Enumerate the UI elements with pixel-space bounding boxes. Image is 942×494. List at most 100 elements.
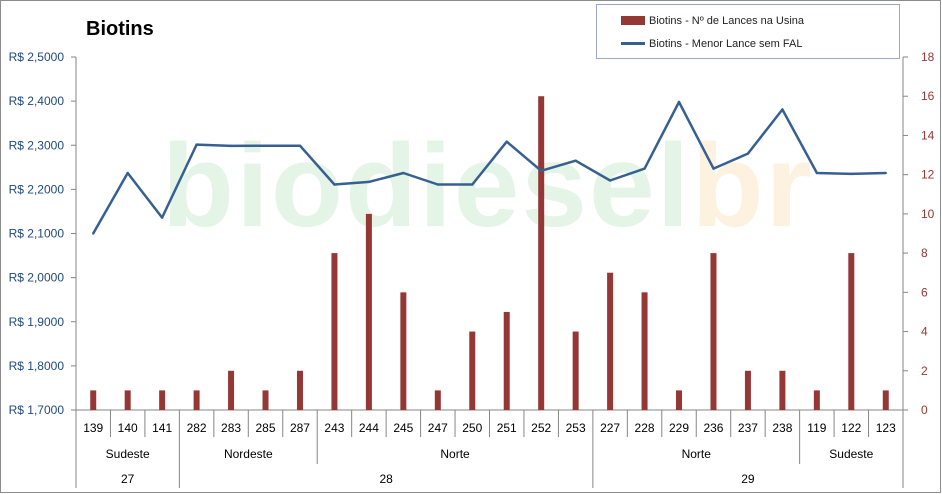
group-level2-label: 28 (379, 472, 393, 486)
line-point (781, 108, 784, 111)
category-label: 252 (531, 421, 551, 435)
left-tick-label: R$ 2,4000 (9, 94, 65, 108)
line-point (92, 232, 95, 235)
right-tick-label: 18 (921, 50, 935, 64)
line-point (746, 152, 750, 155)
category-label: 229 (669, 421, 689, 435)
line-point (643, 167, 646, 170)
chart-title: Biotins (86, 18, 154, 40)
left-tick-label: R$ 2,1000 (9, 227, 65, 241)
group-level1-label: Norte (682, 447, 712, 461)
bar-lances (228, 370, 235, 410)
category-label: 247 (428, 421, 448, 435)
line-point (126, 171, 129, 175)
watermark-text-a: biodiesel (162, 120, 692, 252)
right-tick-label: 12 (921, 168, 935, 182)
bar-lances (124, 390, 131, 410)
group-level1-label: Nordeste (224, 447, 273, 461)
group-level2-label: 27 (121, 472, 135, 486)
category-label: 228 (635, 421, 655, 435)
right-tick-label: 16 (921, 89, 935, 103)
legend-label-line: Biotins - Menor Lance sem FAL (649, 38, 803, 50)
watermark-logo: biodieselbr (162, 118, 813, 254)
category-label: 287 (290, 421, 310, 435)
line-point (884, 171, 887, 175)
category-label: 285 (256, 421, 276, 435)
left-tick-label: R$ 1,8000 (9, 359, 65, 373)
line-point (471, 183, 474, 186)
line-point (505, 140, 508, 143)
left-tick-label: R$ 2,5000 (9, 50, 65, 64)
bar-lances (365, 213, 372, 410)
legend-item-line: Biotins - Menor Lance sem FAL (621, 36, 803, 52)
bar-lances (641, 292, 648, 410)
right-tick-label: 2 (921, 364, 928, 378)
bar-lances (159, 390, 166, 410)
category-label: 236 (703, 421, 723, 435)
category-label: 282 (187, 421, 207, 435)
line-point (229, 144, 233, 148)
group-level1-label: Sudeste (829, 447, 873, 461)
right-tick-label: 8 (921, 246, 928, 260)
bar-lances (882, 390, 889, 410)
legend-label-bars: Biotins - Nº de Lances na Usina (649, 15, 805, 27)
bar-lances (90, 390, 97, 410)
line-point (815, 171, 819, 175)
line-point (436, 183, 440, 186)
bar-lances (572, 331, 579, 410)
category-label: 283 (221, 421, 241, 435)
bar-lances (779, 370, 786, 410)
category-label: 238 (772, 421, 792, 435)
bar-lances (193, 390, 200, 410)
category-label: 123 (876, 421, 896, 435)
category-label: 245 (393, 421, 413, 435)
category-label: 119 (807, 421, 826, 435)
bar-lances (813, 390, 820, 410)
legend-swatch-line (621, 42, 645, 45)
right-tick-label: 0 (921, 403, 928, 417)
line-point (712, 167, 715, 170)
line-point (608, 179, 612, 182)
watermark-text-b: br (691, 120, 814, 252)
bar-lances (434, 390, 441, 410)
right-tick-label: 10 (921, 207, 935, 221)
group-level1-label: Sudeste (106, 447, 150, 461)
category-label: 251 (497, 421, 517, 435)
legend-swatch-bar (621, 16, 645, 25)
bar-lances (331, 253, 338, 410)
category-label: 244 (359, 421, 379, 435)
category-label: 139 (83, 421, 103, 435)
group-level1-label: Norte (440, 447, 470, 461)
bar-lances (538, 96, 545, 410)
bar-lances (676, 390, 683, 410)
category-label: 227 (600, 421, 620, 435)
bar-lances (469, 331, 476, 410)
left-tick-label: R$ 1,7000 (9, 403, 65, 417)
category-label: 237 (738, 421, 758, 435)
category-label: 140 (118, 421, 138, 435)
bar-lances (744, 370, 751, 410)
bar-lances (262, 390, 269, 410)
line-point (333, 183, 336, 186)
line-point (298, 144, 302, 147)
line-point (160, 216, 164, 219)
right-tick-label: 14 (921, 128, 935, 142)
line-point (195, 143, 198, 146)
bar-lances (400, 292, 407, 410)
line-point (367, 180, 371, 184)
line-menor-lance (92, 100, 886, 235)
category-label: 253 (566, 421, 586, 435)
bar-lances (607, 272, 614, 410)
bar-lances (296, 370, 303, 410)
legend: Biotins - Nº de Lances na Usina Biotins … (596, 4, 900, 59)
category-label: 250 (462, 421, 482, 435)
line-point (574, 159, 577, 162)
line-point (677, 100, 681, 104)
line-point (402, 171, 405, 175)
bar-lances (710, 253, 717, 410)
left-tick-label: R$ 2,3000 (9, 138, 65, 152)
category-label: 243 (324, 421, 344, 435)
category-label: 141 (152, 421, 172, 435)
